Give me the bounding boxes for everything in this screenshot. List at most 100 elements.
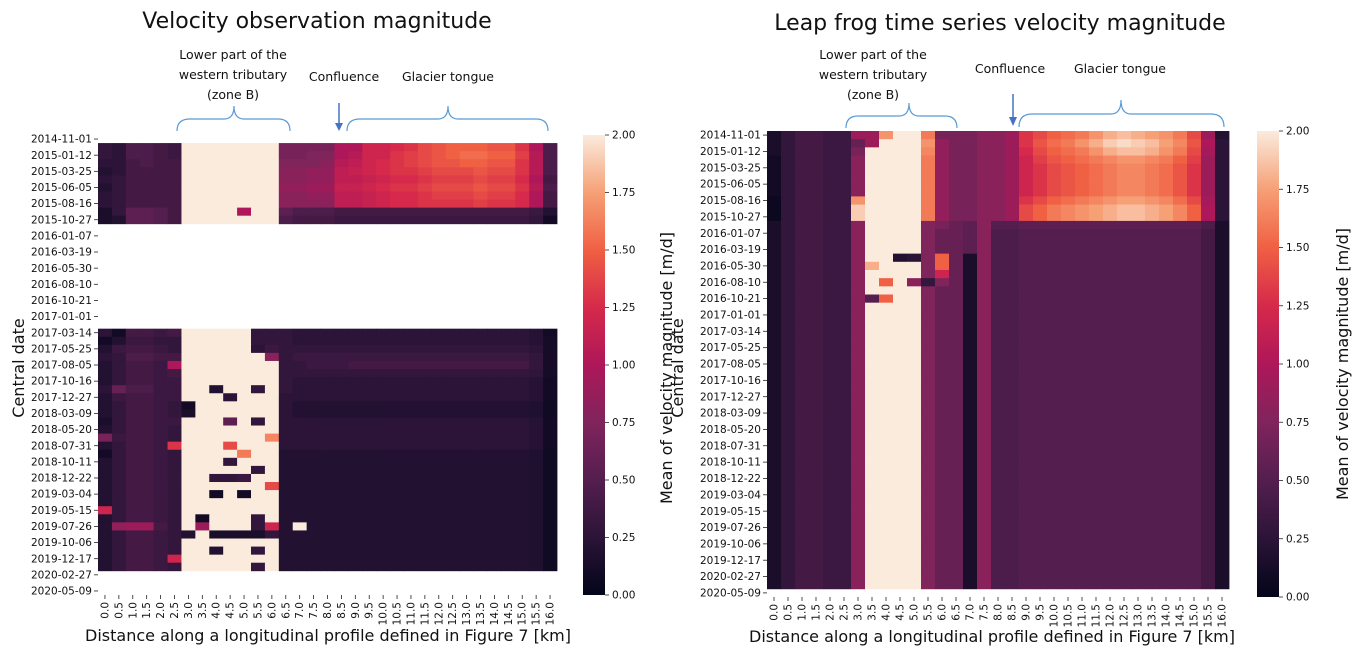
left-heatmap-cell	[515, 409, 530, 418]
left-heatmap-cell	[223, 336, 238, 346]
right-heatmap-cell	[879, 253, 894, 263]
left-heatmap-cell	[473, 530, 488, 539]
right-heatmap-cell	[1215, 359, 1230, 369]
left-heatmap-cell	[209, 167, 224, 176]
left-heatmap-cell	[98, 159, 113, 168]
right-heatmap-cell	[837, 400, 852, 410]
right-heatmap-cell	[949, 547, 964, 557]
right-heatmap-cell	[1215, 449, 1230, 459]
left-heatmap-cell	[543, 207, 558, 217]
right-heatmap-cell	[781, 302, 796, 312]
left-heatmap-cell	[153, 328, 168, 338]
left-heatmap-cell	[264, 377, 280, 386]
left-colorbar-tick-label: 1.50	[612, 245, 635, 257]
right-heatmap-cell	[1117, 482, 1132, 492]
right-heatmap-cell	[1187, 180, 1202, 189]
right-heatmap-cell	[767, 490, 782, 500]
left-heatmap-cell	[209, 409, 224, 418]
left-heatmap-cell	[431, 401, 447, 410]
right-heatmap-cell	[837, 564, 852, 573]
right-heatmap-cell	[977, 531, 992, 541]
right-heatmap-cell	[879, 220, 894, 230]
right-heatmap-cell	[949, 131, 964, 140]
left-heatmap-cell	[487, 482, 502, 491]
left-panel: Velocity observation magnitude Lower par…	[9, 9, 676, 645]
left-heatmap-cell	[320, 441, 335, 451]
right-heatmap-cell	[893, 327, 908, 336]
left-heatmap-cell	[111, 401, 127, 410]
right-heatmap-cell	[1019, 335, 1034, 344]
left-heatmap-cell	[348, 151, 363, 160]
left-heatmap-cell	[111, 506, 127, 515]
left-heatmap-cell	[348, 530, 363, 539]
right-heatmap-cell	[1173, 343, 1188, 353]
left-heatmap-cell	[529, 183, 544, 192]
right-heatmap-cell	[823, 572, 838, 582]
left-zone-b-line2: western tributary	[179, 67, 288, 82]
right-heatmap-cell	[809, 368, 824, 377]
right-heatmap-cell	[907, 131, 922, 140]
right-heatmap-cell	[1019, 351, 1034, 361]
left-y-tick-label: 2019-12-17	[31, 553, 92, 565]
right-heatmap-cell	[1089, 335, 1104, 344]
right-heatmap-cell	[767, 171, 782, 181]
left-heatmap-cell	[153, 514, 168, 523]
right-heatmap-cell	[767, 417, 782, 426]
right-heatmap-cell	[1061, 408, 1076, 418]
left-heatmap-cell	[445, 207, 461, 217]
left-x-tick-label: 3.0	[183, 602, 195, 619]
left-heatmap-cell	[501, 441, 516, 451]
right-heatmap-cell	[893, 408, 908, 418]
right-heatmap-cell	[1047, 147, 1062, 156]
left-heatmap-cell	[348, 393, 363, 402]
right-colorbar-tick-label: 1.50	[1286, 242, 1309, 254]
right-heatmap-cell	[1145, 286, 1160, 295]
left-heatmap-cell	[209, 401, 224, 410]
left-heatmap-cell	[223, 465, 238, 475]
right-heatmap-cell	[1187, 196, 1202, 205]
right-heatmap-cell	[1201, 294, 1216, 304]
right-heatmap-cell	[1159, 335, 1174, 344]
left-heatmap-cell	[153, 457, 168, 467]
left-heatmap-cell	[111, 538, 127, 547]
left-heatmap-cell	[167, 336, 182, 346]
left-heatmap-cell	[417, 457, 433, 467]
left-y-tick-label: 2019-10-06	[31, 537, 92, 549]
left-heatmap-cell	[181, 369, 196, 378]
right-heatmap-cell	[795, 490, 810, 500]
right-heatmap-cell	[795, 515, 810, 524]
left-heatmap-cell	[459, 425, 474, 434]
right-heatmap-cell	[795, 171, 810, 181]
left-heatmap-cell	[404, 143, 419, 152]
right-heatmap-cell	[1173, 351, 1188, 361]
left-heatmap-cell	[487, 207, 502, 217]
left-heatmap-cell	[320, 167, 335, 176]
right-heatmap-cell	[921, 368, 936, 377]
right-heatmap-cell	[907, 466, 922, 475]
left-heatmap-cell	[320, 449, 335, 459]
right-heatmap-cell	[1131, 556, 1146, 565]
left-heatmap-cell	[306, 546, 321, 556]
right-heatmap-cell	[1089, 482, 1104, 492]
right-heatmap-cell	[1201, 327, 1216, 336]
left-heatmap-cell	[153, 175, 168, 184]
left-heatmap-cell	[306, 490, 321, 499]
right-heatmap-cell	[809, 237, 824, 246]
right-heatmap-cell	[823, 269, 838, 279]
right-heatmap-cell	[963, 507, 978, 516]
right-heatmap-cell	[991, 163, 1006, 173]
left-heatmap-cell	[111, 336, 127, 346]
left-heatmap-cell	[153, 191, 168, 200]
left-heatmap-cell	[223, 449, 238, 459]
left-heatmap-cell	[167, 393, 182, 402]
left-heatmap-cell	[459, 433, 474, 443]
left-heatmap-cell	[153, 465, 168, 475]
right-heatmap-cell	[1173, 498, 1188, 508]
right-heatmap-cell	[1131, 449, 1146, 459]
right-annotations: Lower part of the western tributary (zon…	[819, 47, 1225, 129]
left-heatmap-cell	[431, 441, 447, 451]
right-heatmap-cell	[893, 188, 908, 197]
left-heatmap-cell	[431, 175, 447, 184]
right-heatmap-cell	[907, 278, 922, 287]
left-heatmap-cell	[237, 490, 252, 499]
